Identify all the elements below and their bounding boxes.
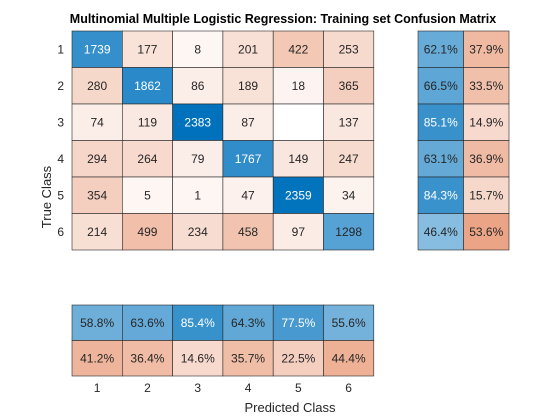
- chart-title: Multinomial Multiple Logistic Regression…: [70, 12, 496, 26]
- matrix-cell-value: 86: [191, 79, 205, 93]
- matrix-cell-value: 214: [87, 225, 107, 239]
- column-summary-value: 64.3%: [231, 316, 265, 330]
- row-summary-value: 66.5%: [424, 79, 458, 93]
- matrix-cell-value: 1: [194, 188, 201, 202]
- column-summary-value: 58.8%: [80, 316, 114, 330]
- x-axis-label: Predicted Class: [244, 400, 336, 415]
- matrix-cell-value: 499: [137, 225, 157, 239]
- column-summary-grid: 58.8% 63.6% 85.4% 64.3% 77.5% 55.6% 41.2% 36.4%…: [72, 305, 374, 376]
- matrix-cell-value: 177: [137, 42, 157, 56]
- matrix-cell-value: 149: [288, 152, 308, 166]
- column-summary-value: 41.2%: [80, 351, 114, 365]
- matrix-cell-value: 365: [339, 79, 359, 93]
- matrix-cell-value: 8: [194, 42, 201, 56]
- row-summary-grid: 62.1% 37.9% 66.5% 33.5% 85.1% 14.9% 63.1% 36.9%…: [418, 31, 509, 250]
- matrix-cell-value: 1862: [134, 79, 161, 93]
- x-tick-label: 3: [194, 381, 201, 395]
- confusion-matrix-grid: 1739 177 8 201 422 253 280 1862 86 189 18 365 74 119 2…: [72, 31, 374, 250]
- x-tick-label: 4: [245, 381, 252, 395]
- matrix-cell-value: 2359: [285, 188, 312, 202]
- column-summary-value: 77.5%: [281, 316, 315, 330]
- row-summary-value: 63.1%: [424, 152, 458, 166]
- column-summary-value: 36.4%: [130, 351, 164, 365]
- column-summary-value: 44.4%: [332, 351, 366, 365]
- matrix-cell-value: 201: [238, 42, 258, 56]
- x-tick-label: 1: [94, 381, 101, 395]
- y-tick-label: 2: [57, 79, 64, 93]
- x-tick-label: 5: [295, 381, 302, 395]
- matrix-cell-value: 1767: [235, 152, 262, 166]
- y-tick-label: 6: [57, 225, 64, 239]
- matrix-cell-value: 189: [238, 79, 258, 93]
- matrix-cell-value: 1298: [335, 225, 362, 239]
- column-summary-value: 22.5%: [281, 351, 315, 365]
- matrix-cell-value: 234: [188, 225, 208, 239]
- matrix-cell-value: 264: [137, 152, 157, 166]
- column-summary-value: 55.6%: [332, 316, 366, 330]
- matrix-cell-value: 79: [191, 152, 205, 166]
- row-summary-value: 36.9%: [469, 152, 503, 166]
- x-tick-label: 6: [345, 381, 352, 395]
- matrix-cell-value: 253: [339, 42, 359, 56]
- matrix-cell-r3-c5: [273, 104, 323, 141]
- matrix-cell-value: 47: [241, 188, 255, 202]
- matrix-cell-value: 280: [87, 79, 107, 93]
- matrix-cell-value: 2383: [184, 115, 211, 129]
- matrix-cell-value: 87: [241, 115, 255, 129]
- y-tick-label: 1: [57, 42, 64, 56]
- column-summary-value: 85.4%: [181, 316, 215, 330]
- matrix-cell-value: 458: [238, 225, 258, 239]
- y-axis-label: True Class: [39, 165, 54, 228]
- matrix-cell-value: 34: [342, 188, 356, 202]
- matrix-cell-value: 354: [87, 188, 107, 202]
- column-summary-value: 35.7%: [231, 351, 265, 365]
- row-summary-value: 62.1%: [424, 42, 458, 56]
- row-summary-value: 37.9%: [469, 42, 503, 56]
- row-summary-value: 14.9%: [469, 115, 503, 129]
- y-tick-label: 4: [57, 152, 64, 166]
- row-summary-value: 85.1%: [424, 115, 458, 129]
- row-summary-value: 46.4%: [424, 225, 458, 239]
- matrix-cell-value: 137: [339, 115, 359, 129]
- x-tick-label: 2: [144, 381, 151, 395]
- matrix-cell-value: 119: [138, 115, 157, 129]
- y-tick-label: 5: [57, 188, 64, 202]
- matrix-cell-value: 74: [90, 115, 104, 129]
- row-summary-value: 53.6%: [469, 225, 503, 239]
- matrix-cell-value: 247: [339, 152, 359, 166]
- matrix-cell-value: 18: [292, 79, 306, 93]
- column-summary-value: 14.6%: [181, 351, 215, 365]
- matrix-cell-value: 97: [292, 225, 306, 239]
- matrix-cell-value: 294: [87, 152, 107, 166]
- column-summary-value: 63.6%: [130, 316, 164, 330]
- row-summary-value: 33.5%: [469, 79, 503, 93]
- matrix-cell-value: 5: [144, 188, 151, 202]
- row-summary-value: 84.3%: [424, 188, 458, 202]
- row-summary-value: 15.7%: [469, 188, 503, 202]
- matrix-cell-value: 1739: [84, 42, 111, 56]
- matrix-cell-value: 422: [288, 42, 308, 56]
- y-tick-label: 3: [57, 115, 64, 129]
